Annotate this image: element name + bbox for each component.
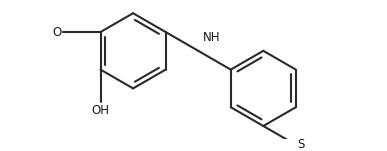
- Text: NH: NH: [202, 31, 220, 43]
- Text: OH: OH: [92, 104, 110, 117]
- Text: O: O: [53, 26, 62, 39]
- Text: S: S: [297, 138, 304, 151]
